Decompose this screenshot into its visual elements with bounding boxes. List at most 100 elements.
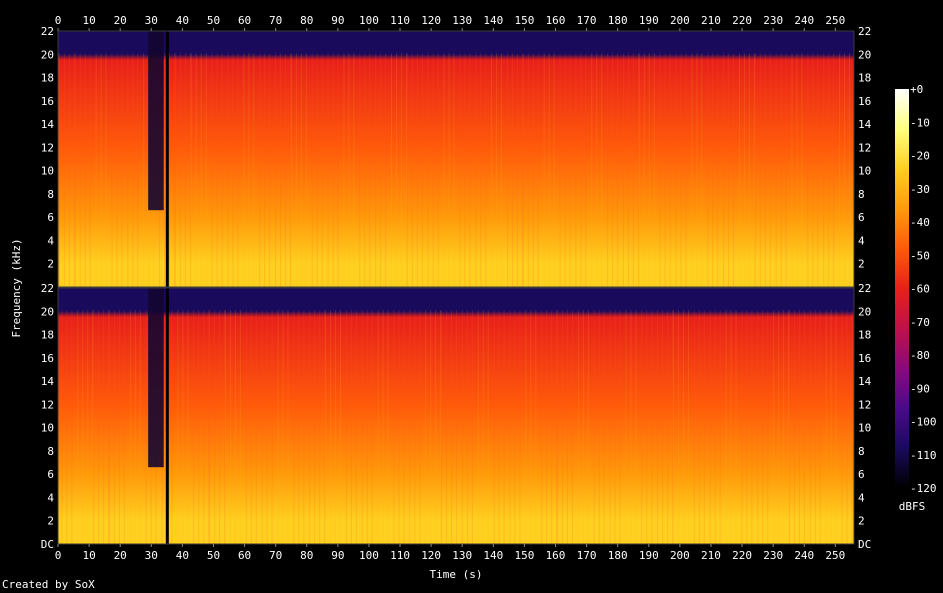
x-tick-label-bottom: 20 [114,549,127,562]
transient-streak [796,53,798,287]
channel-2-panel [57,287,855,545]
transient-streak [630,310,632,544]
transient-streak [189,53,191,287]
transient-streak [229,310,231,544]
transient-streak [485,53,487,287]
transient-streak [108,310,110,544]
transient-streak [330,310,332,544]
transient-streak [673,310,675,544]
transient-streak [405,53,407,287]
transient-streak [456,310,457,544]
transient-streak [643,53,645,287]
transient-streak [284,53,286,287]
transient-streak [319,310,321,544]
transient-streak [753,53,755,287]
transient-streak [145,310,147,544]
transient-streak [243,53,245,287]
transient-streak [773,310,775,544]
transient-streak [493,310,495,544]
transient-streak [111,53,113,287]
transient-streak [625,310,627,544]
transient-streak [785,53,787,287]
transient-streak [469,53,471,287]
transient-streak [121,53,123,287]
transient-streak [427,53,429,287]
y-tick-label-right: 18 [858,329,871,342]
y-tick-label-left: 20 [41,48,54,61]
transient-streak [375,53,377,287]
transient-streak [459,53,461,287]
transient-streak [98,310,100,544]
x-tick-label-top: 20 [114,14,127,27]
transient-streak [446,310,448,544]
transient-streak [593,310,595,544]
transient-streak [248,53,250,287]
transient-streak [195,53,197,287]
y-tick-label-right: 10 [858,165,871,178]
transient-streak [703,310,705,544]
colorbar-tick-label: -30 [910,183,930,196]
transient-streak [725,310,727,544]
transient-streak [95,53,97,287]
transient-streak [580,53,582,287]
transient-streak [709,310,711,544]
transient-streak [487,310,489,544]
transient-streak [82,310,84,544]
y-tick-label-left: 18 [41,72,54,85]
transient-streak [127,53,129,287]
colorbar-tick-label: -50 [910,249,930,262]
transient-streak [823,53,825,287]
transient-streak [516,53,518,287]
transient-streak [73,53,75,287]
transient-streak [103,310,105,544]
y-tick-label-left: 6 [47,211,54,224]
transient-streak [441,310,443,544]
transient-streak [577,310,579,544]
y-tick-label-right: 6 [858,211,865,224]
transient-streak [353,53,355,287]
transient-streak [432,53,434,287]
transient-streak [277,310,279,544]
transient-streak [762,310,764,544]
transient-streak [435,310,437,544]
transient-streak [129,310,131,544]
transient-streak [221,53,223,287]
transient-streak [746,310,748,544]
transient-streak [501,53,503,287]
transient-streak [298,310,300,544]
transient-streak [678,310,680,544]
transient-streak [200,53,202,287]
x-tick-label-bottom: 60 [238,549,251,562]
transient-streak [350,310,352,544]
transient-streak [108,310,110,544]
transient-streak [93,310,95,544]
y-tick-label-left: 16 [41,352,54,365]
transient-streak [290,53,292,287]
x-tick-label-bottom: 190 [639,549,659,562]
transient-streak [409,310,411,544]
transient-streak [79,53,81,287]
x-tick-label-bottom: 100 [359,549,379,562]
transient-streak [653,53,655,287]
transient-streak [289,53,291,287]
y-tick-label-left: 22 [41,282,54,295]
transient-streak [68,53,70,287]
transient-streak [369,53,371,287]
transient-streak [309,310,311,544]
transient-streak [440,310,442,544]
transient-streak [503,310,505,544]
transient-streak [748,53,750,287]
x-tick-label-bottom: 70 [269,549,282,562]
transient-streak [250,310,252,544]
transient-streak [849,53,851,287]
x-tick-label-top: 240 [794,14,814,27]
x-tick-label-bottom: 210 [701,549,721,562]
transient-streak [609,310,611,544]
transient-streak [371,310,373,544]
y-tick-label-left: 6 [47,468,54,481]
transient-streak [280,53,282,287]
transient-streak [701,53,703,287]
x-tick-label-top: 160 [546,14,566,27]
transient-streak [719,310,721,544]
